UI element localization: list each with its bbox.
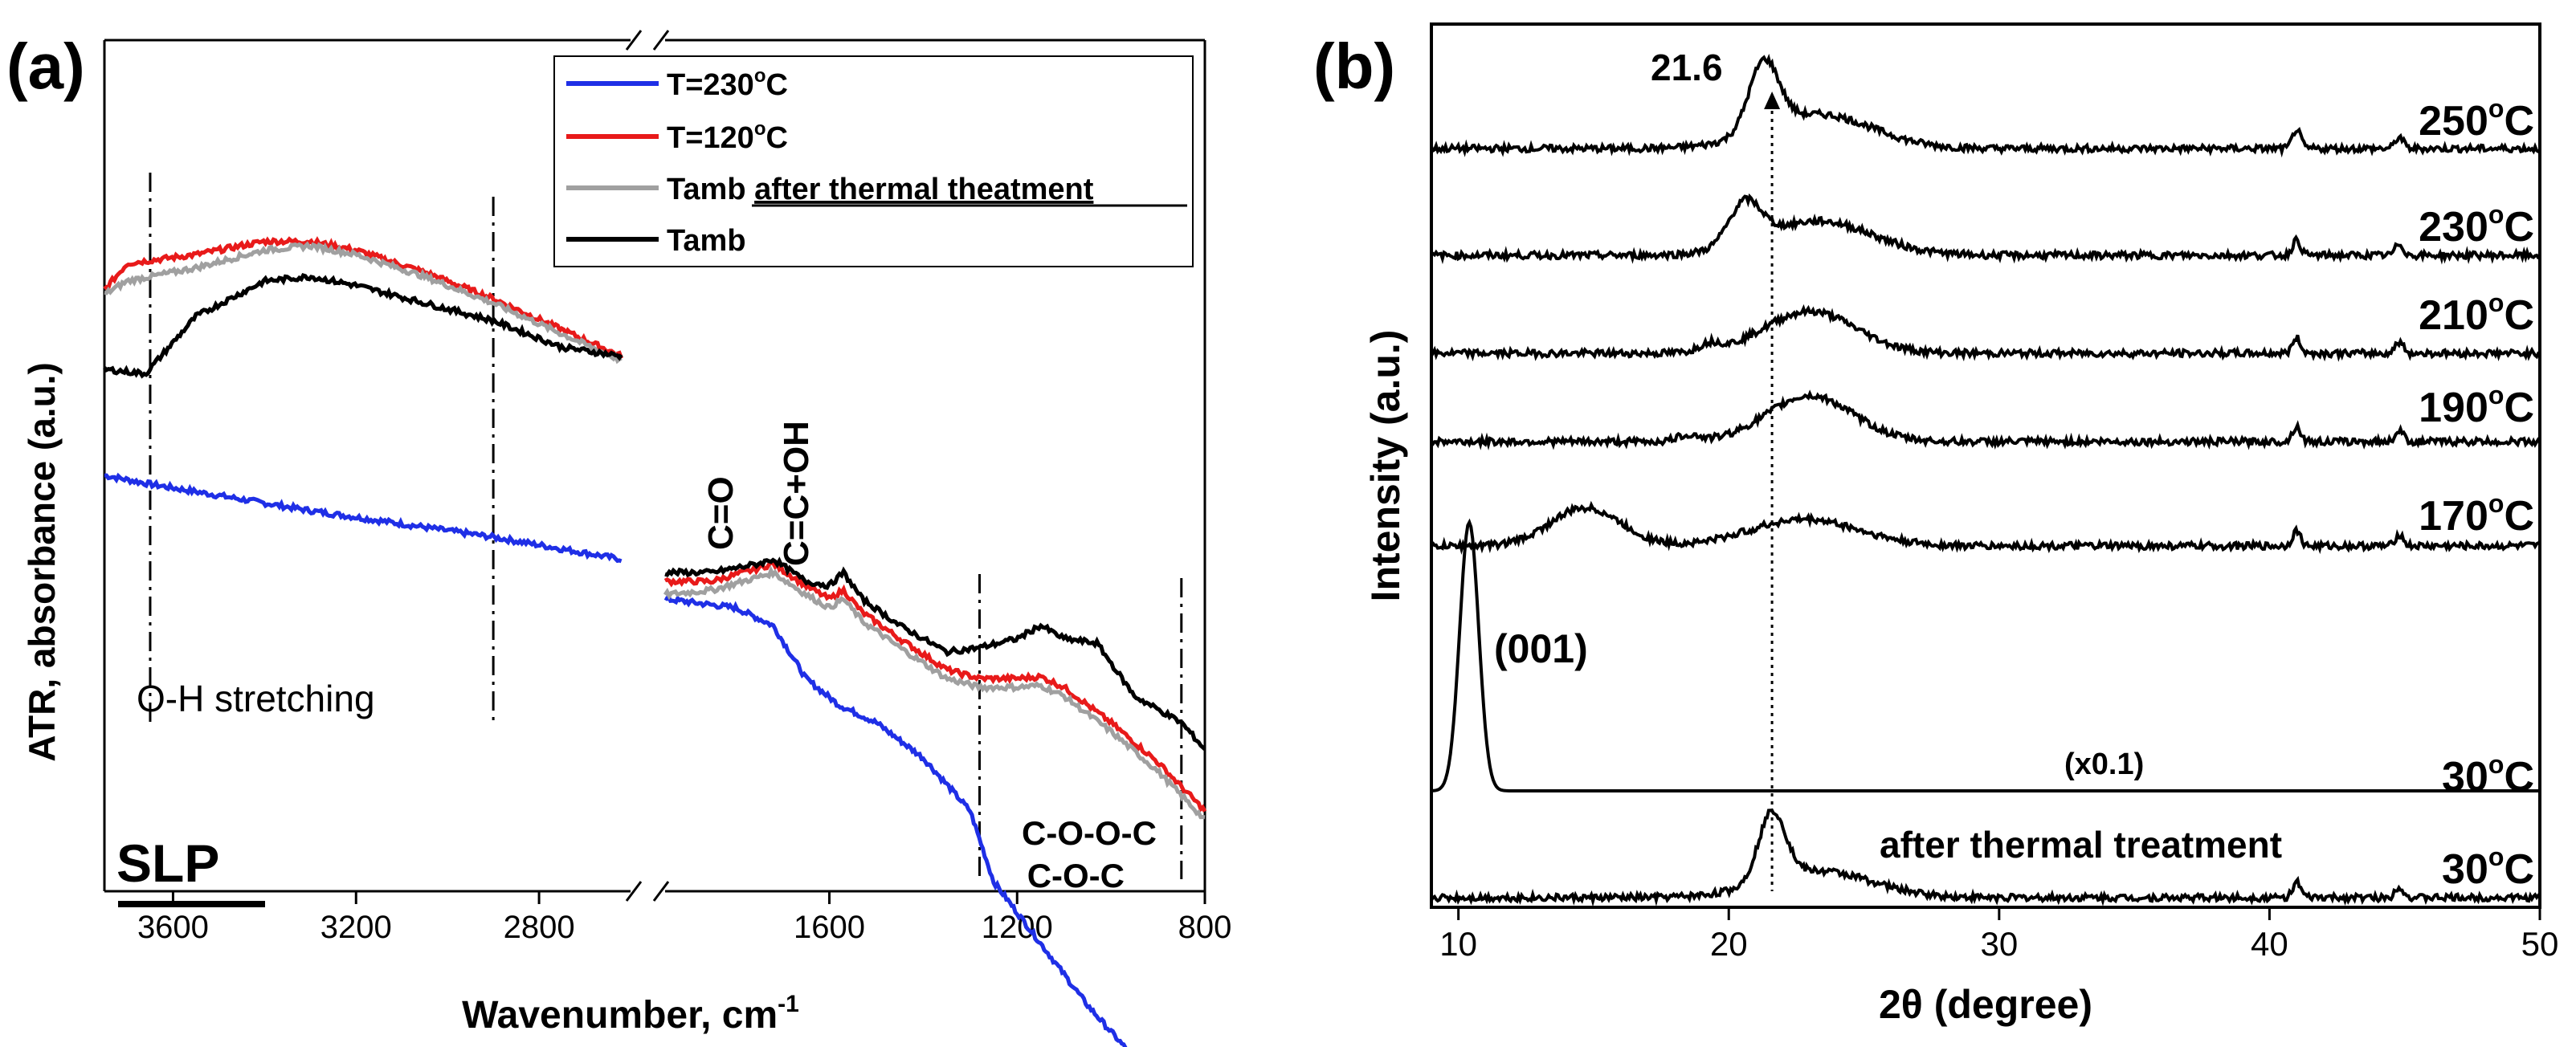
annotation-co: C=O (701, 476, 741, 550)
panel-b: (b) 10 20 30 40 50 250oC 230oC 210oC 190oC 170oC… (1313, 22, 2558, 1027)
a-series-red-left (103, 236, 623, 360)
b-series-label: 230oC (2419, 200, 2534, 251)
b-series-1 (1430, 193, 2541, 265)
b-xtick-label: 20 (1710, 925, 1748, 963)
annotation-oh-stretching: O-H stretching (137, 678, 375, 719)
b-xtick-label: 30 (1980, 925, 2018, 963)
annotation-x0-1: (x0.1) (2064, 748, 2144, 781)
b-series-label: 170oC (2419, 489, 2534, 540)
a-xlabel: Wavenumber, cm-1 (462, 991, 799, 1037)
b-series-label: 210oC (2419, 288, 2534, 339)
b-reference-arrow (1764, 92, 1781, 109)
b-series-label: 30oC (2442, 842, 2534, 893)
a-xtick-label: 800 (1178, 910, 1232, 945)
a-reference-lines (149, 173, 1183, 879)
panel-a: (a) 3600 3200 2800 1600 1200 800 Wavenumber, … (6, 30, 1231, 1047)
axis-break-bottom (625, 881, 670, 902)
annotation-peak-21-6: 21.6 (1651, 47, 1723, 88)
legend-entry-230: T=230oC (667, 65, 788, 102)
b-frame (1430, 22, 2541, 909)
b-xlabel: 2θ (degree) (1879, 982, 2092, 1027)
a-series-black-left (103, 272, 623, 379)
a-x-ticks: 3600 3200 2800 1600 1200 800 (137, 891, 1231, 945)
b-series-6 (1430, 808, 2541, 907)
a-xtick-label: 2800 (504, 910, 575, 945)
a-xtick-label: 1600 (794, 910, 865, 945)
a-series-black-right (664, 556, 1206, 751)
b-series-labels: 250oC 230oC 210oC 190oC 170oC 30oC 30oC (2419, 94, 2534, 893)
b-xtick-label: 50 (2521, 925, 2559, 963)
b-xtick-label: 40 (2251, 925, 2288, 963)
annotation-coc: C-O-C (1027, 857, 1125, 894)
a-ylabel: ATR, absorbance (a.u.) (21, 362, 63, 762)
a-series (103, 236, 1207, 1047)
axis-break-top (625, 30, 670, 51)
a-legend: T=230oC T=120oC Tamb after thermal theat… (553, 55, 1194, 267)
b-series (1430, 53, 2541, 907)
b-series-0 (1430, 53, 2540, 158)
b-xtick-label: 10 (1439, 925, 1477, 963)
b-series-label: 250oC (2419, 94, 2534, 145)
panel-a-label: (a) (6, 31, 85, 102)
a-xtick-label: 3600 (137, 910, 209, 945)
legend-box (553, 55, 1194, 267)
b-series-label: 30oC (2442, 750, 2534, 801)
a-series-gray-right (663, 565, 1206, 820)
b-series-3 (1430, 389, 2541, 450)
sample-label: SLP (116, 833, 219, 893)
b-series-label: 190oC (2419, 381, 2534, 431)
annotation-cooc: C-O-O-C (1022, 814, 1157, 852)
legend-entry-tamb: Tamb (667, 224, 746, 258)
b-ylabel: Intensity (a.u.) (1363, 330, 1408, 602)
annotation-ccoh: C=C+OH (777, 421, 816, 566)
a-series-red-right (663, 560, 1207, 813)
b-series-5 (1431, 518, 2540, 792)
a-series-gray-left (104, 241, 623, 365)
legend-entry-120: T=120oC (667, 118, 788, 155)
a-series-blue-right (663, 593, 1128, 1047)
legend-entry-after: Tamb after thermal theatment (667, 173, 1094, 206)
annotation-001: (001) (1494, 626, 1588, 671)
a-series-blue-left (104, 472, 623, 564)
b-series-2 (1430, 304, 2541, 362)
panel-b-label: (b) (1313, 31, 1395, 102)
annotation-after-treatment: after thermal treatment (1880, 824, 2282, 866)
b-series-4 (1431, 500, 2541, 556)
a-xtick-label: 3200 (320, 910, 392, 945)
b-x-ticks: 10 20 30 40 50 (1439, 92, 2558, 963)
